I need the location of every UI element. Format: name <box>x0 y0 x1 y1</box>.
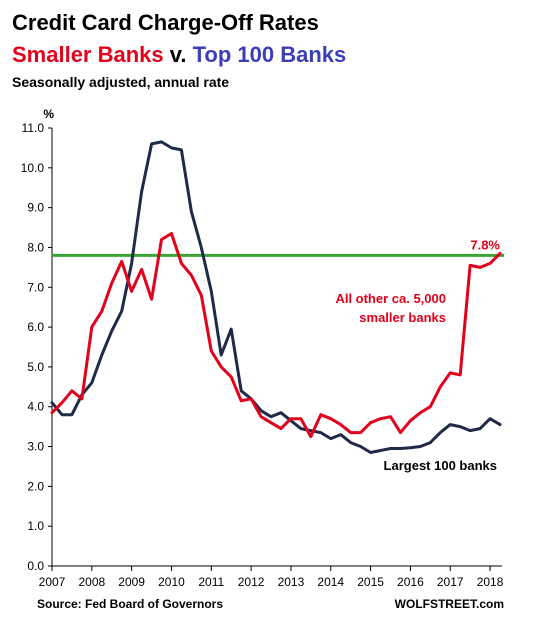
annotation-largest: Largest 100 banks <box>384 458 497 473</box>
y-tick-label: 10.0 <box>21 161 45 175</box>
y-tick-label: 7.0 <box>27 280 44 294</box>
source-note: Source: Fed Board of Governors <box>37 597 224 611</box>
y-tick-label: 0.0 <box>27 559 44 573</box>
chart-note: Seasonally adjusted, annual rate <box>12 74 230 90</box>
reference-label: 7.8% <box>470 237 500 252</box>
brand-logo-text: WOLFSTREET.com <box>394 597 504 611</box>
annotation-layer: 7.8% All other ca. 5,000 smaller banks Larg… <box>335 237 500 473</box>
y-tick-label: 4.0 <box>27 400 44 414</box>
annotation-smaller: smaller banks <box>359 310 446 325</box>
y-tick-label: 3.0 <box>27 440 44 454</box>
series-line-largest <box>50 140 502 454</box>
y-tick-label: 9.0 <box>27 201 44 215</box>
subtitle-smaller-banks: Smaller Banks <box>12 42 164 67</box>
y-tick-label: 1.0 <box>27 519 44 533</box>
x-tick-label: 2018 <box>477 575 504 589</box>
y-tick-label: 8.0 <box>27 240 44 254</box>
x-tick-label: 2011 <box>198 575 224 589</box>
x-tick-label: 2015 <box>357 575 384 589</box>
y-axis-unit: % <box>43 107 54 121</box>
x-tick-label: 2016 <box>397 575 424 589</box>
x-tick-label: 2013 <box>278 575 305 589</box>
subtitle-versus: v. <box>163 42 193 67</box>
series-layer <box>50 140 504 454</box>
x-tick-label: 2012 <box>238 575 265 589</box>
y-tick-label: 5.0 <box>27 360 44 374</box>
y-tick-label: 2.0 <box>27 479 44 493</box>
x-tick-label: 2010 <box>158 575 185 589</box>
x-tick-label: 2017 <box>437 575 464 589</box>
chart-subtitle: Smaller Banks v. Top 100 Banks <box>12 42 346 68</box>
y-tick-label: 11.0 <box>22 121 45 135</box>
y-tick-label: 6.0 <box>27 320 44 334</box>
x-tick-label: 2008 <box>78 575 105 589</box>
axes: 0.0 1.0 2.0 3.0 4.0 5.0 6.0 7.0 8.0 9.0 10.0 11.0% 2… <box>21 107 504 589</box>
subtitle-top-banks: Top 100 Banks <box>192 42 347 67</box>
chart-title: Credit Card Charge-Off Rates <box>12 10 319 35</box>
annotation-smaller: All other ca. 5,000 <box>335 291 446 306</box>
x-tick-label: 2007 <box>39 575 66 589</box>
x-tick-label: 2009 <box>118 575 145 589</box>
x-tick-label: 2014 <box>317 575 344 589</box>
series-line-smaller <box>50 232 502 439</box>
